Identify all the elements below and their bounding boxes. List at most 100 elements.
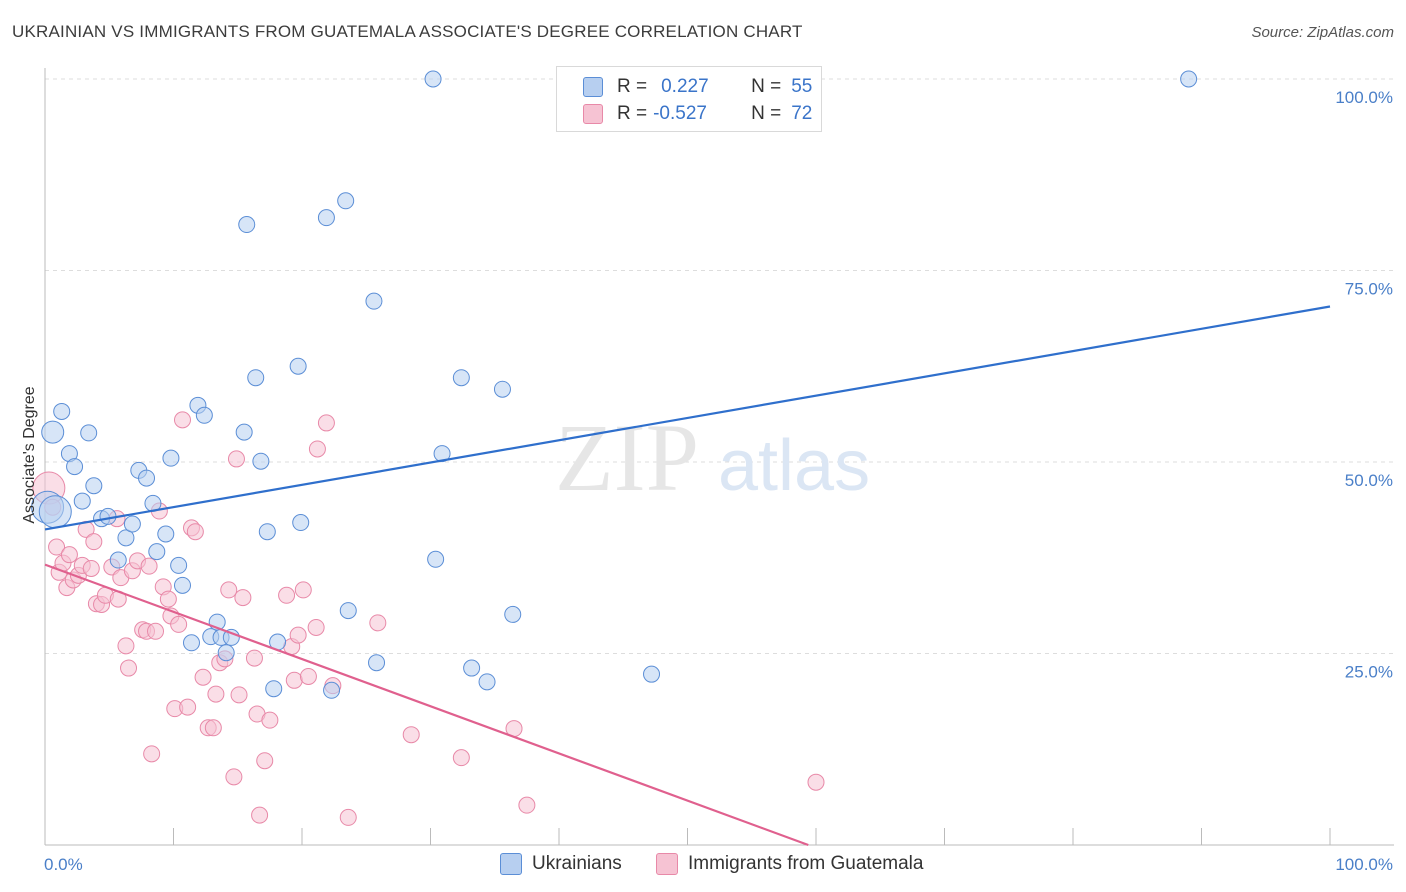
y-tick-label: 75.0% (1345, 280, 1393, 299)
data-point-ukrainian (109, 551, 127, 569)
data-point-guatemala (369, 614, 387, 632)
data-point-guatemala (48, 538, 66, 556)
watermark-zip: ZIP (555, 404, 699, 511)
legend-n-value: 55 (791, 76, 813, 97)
data-point-guatemala (402, 726, 420, 744)
data-point-guatemala (60, 546, 78, 564)
data-point-guatemala (285, 671, 303, 689)
data-point-ukrainian (265, 680, 283, 698)
data-point-ukrainian (53, 402, 71, 420)
data-point-guatemala (117, 637, 135, 655)
bottom-legend-label: Ukrainians (532, 853, 622, 874)
data-point-guatemala (294, 581, 312, 599)
data-point-ukrainian (427, 550, 445, 568)
data-point-guatemala (245, 649, 263, 667)
data-point-ukrainian (66, 458, 84, 476)
bottom-legend-label: Immigrants from Guatemala (688, 853, 924, 874)
data-point-ukrainian (38, 495, 72, 529)
source-label: Source: ZipAtlas.com (1251, 24, 1394, 41)
data-point-guatemala (307, 618, 325, 636)
trend-line-guatemala (44, 563, 809, 847)
data-point-guatemala (807, 773, 825, 791)
data-point-guatemala (339, 808, 357, 826)
data-point-ukrainian (643, 665, 661, 683)
data-point-ukrainian (123, 515, 141, 533)
data-point-ukrainian (157, 525, 175, 543)
data-point-ukrainian (99, 507, 117, 525)
data-point-guatemala (452, 749, 470, 767)
data-point-guatemala (140, 557, 158, 575)
data-point-ukrainian (365, 292, 383, 310)
data-point-ukrainian (424, 70, 442, 88)
y-tick-label: 100.0% (1335, 88, 1393, 107)
data-point-ukrainian (504, 605, 522, 623)
y-axis-label: Associate's Degree (21, 386, 38, 523)
legend-r-value: 0.227 (661, 76, 709, 97)
data-point-ukrainian (173, 576, 191, 594)
data-point-ukrainian (138, 469, 156, 487)
data-point-guatemala (207, 685, 225, 703)
data-point-ukrainian (41, 420, 65, 444)
legend-row-ukrainians: R = 0.227 N = 55 (583, 75, 812, 99)
x-tick-label: 0.0% (44, 855, 83, 874)
data-point-guatemala (85, 533, 103, 551)
data-point-guatemala (143, 745, 161, 763)
correlation-legend: R = 0.227 N = 55 R = -0.527 N = 72 (556, 66, 822, 132)
legend-n-label: N = (751, 76, 782, 97)
data-point-ukrainian (217, 644, 235, 662)
data-point-ukrainian (182, 634, 200, 652)
legend-row-guatemala: R = -0.527 N = 72 (583, 102, 812, 126)
bottom-legend-swatch-pink (656, 853, 678, 875)
data-point-guatemala (147, 622, 165, 640)
data-point-ukrainian (463, 659, 481, 677)
legend-r-label: R = (617, 76, 648, 97)
data-point-ukrainian (292, 514, 310, 532)
legend-swatch-pink (583, 104, 603, 124)
trend-lines (44, 305, 1331, 847)
data-point-ukrainian (339, 602, 357, 620)
y-tick-label: 25.0% (1345, 663, 1393, 682)
data-point-guatemala (251, 806, 269, 824)
legend-swatch-blue (583, 77, 603, 97)
data-point-ukrainian (80, 424, 98, 442)
trend-line-ukrainians (44, 305, 1331, 531)
watermark-atlas: atlas (718, 426, 870, 506)
data-point-guatemala (308, 440, 326, 458)
data-point-ukrainian (478, 673, 496, 691)
tick-labels: 25.0% 50.0% 75.0% 100.0% 0.0% 100.0% (44, 88, 1393, 874)
data-point-guatemala (299, 667, 317, 685)
watermark: ZIP atlas (555, 404, 870, 511)
chart-title: UKRAINIAN VS IMMIGRANTS FROM GUATEMALA A… (12, 22, 803, 41)
data-point-guatemala (230, 686, 248, 704)
data-point-guatemala (186, 523, 204, 541)
data-point-guatemala (220, 581, 238, 599)
data-point-guatemala (120, 659, 138, 677)
data-point-ukrainian (73, 492, 91, 510)
x-tick-label: 100.0% (1335, 855, 1393, 874)
bottom-legend-ukrainians: Ukrainians (500, 852, 622, 876)
data-point-ukrainian (235, 423, 253, 441)
data-point-ukrainian (493, 380, 511, 398)
data-point-ukrainian (238, 216, 256, 234)
data-point-ukrainian (337, 192, 355, 210)
data-point-ukrainian (162, 449, 180, 467)
data-point-guatemala (204, 719, 222, 737)
grid-lines (45, 78, 1394, 654)
data-point-guatemala (194, 668, 212, 686)
legend-n-label: N = (751, 103, 782, 124)
bottom-legend-swatch-blue (500, 853, 522, 875)
axes (44, 68, 1394, 846)
data-point-ukrainian (258, 523, 276, 541)
data-point-guatemala (227, 450, 245, 468)
legend-r-value: -0.527 (653, 103, 707, 124)
data-point-ukrainian (117, 529, 135, 547)
series-ukrainians-points (31, 70, 1198, 699)
data-point-ukrainian (195, 406, 213, 424)
data-point-guatemala (225, 768, 243, 786)
data-point-guatemala (518, 796, 536, 814)
data-point-guatemala (173, 411, 191, 429)
data-point-ukrainian (148, 543, 166, 561)
data-point-guatemala (256, 752, 274, 770)
data-point-ukrainian (452, 369, 470, 387)
